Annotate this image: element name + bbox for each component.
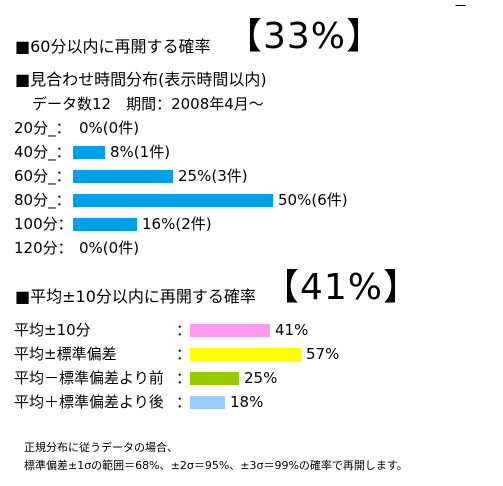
prob-value-label: 25%	[244, 369, 278, 387]
section2-heading: ■見合わせ時間分布(表示時間以内)	[15, 70, 267, 89]
dist-value-label: 0%(0件)	[79, 239, 140, 257]
dist-category-label: 80分_：	[14, 191, 71, 209]
footnote-line2: 標準偏差±1σの範囲＝68%、±2σ＝95%、±3σ＝99%の確率で再開します。	[24, 459, 408, 472]
dist-value-label: 0%(0件)	[79, 119, 140, 137]
prob-bar	[190, 324, 270, 337]
dist-value-label: 16%(2件)	[142, 215, 212, 233]
footnote-line1: 正規分布に従うデータの場合、	[24, 441, 178, 454]
dist-bar	[73, 218, 137, 231]
prob-separator: ：	[176, 321, 192, 339]
dist-bar	[73, 146, 105, 159]
prob-separator: ：	[176, 345, 192, 363]
prob-separator: ：	[176, 393, 192, 411]
prob-separator: ：	[176, 369, 192, 387]
dist-category-label: 120分：	[14, 239, 73, 257]
prob-value-label: 57%	[306, 345, 340, 363]
section1-big-value: 【33%】	[226, 16, 384, 57]
dist-category-label: 100分：	[14, 215, 73, 233]
prob-value-label: 41%	[275, 321, 309, 339]
dist-bar	[73, 170, 173, 183]
dist-category-label: 20分_：	[14, 119, 71, 137]
section3-heading: ■平均±10分以内に再開する確率	[15, 287, 256, 306]
prob-category-label: 平均±10分	[14, 321, 91, 339]
prob-bar	[190, 348, 301, 361]
dist-value-label: 25%(3件)	[178, 167, 248, 185]
prob-bar	[190, 372, 239, 385]
prob-value-label: 18%	[230, 393, 264, 411]
prob-bar	[190, 396, 225, 409]
section1-heading: ■60分以内に再開する確率	[15, 37, 211, 56]
prob-category-label: 平均±標準偏差	[14, 345, 117, 363]
dist-value-label: 50%(6件)	[278, 191, 348, 209]
section3-big-value: 【41%】	[263, 267, 421, 308]
dist-category-label: 60分_：	[14, 167, 71, 185]
dist-category-label: 40分_：	[14, 143, 71, 161]
prob-category-label: 平均＋標準偏差より後	[14, 393, 164, 411]
corner-mark	[455, 0, 469, 6]
dist-bar	[73, 194, 273, 207]
section2-subheading: データ数12 期間：2008年4月～	[32, 95, 264, 113]
prob-category-label: 平均－標準偏差より前	[14, 369, 164, 387]
dist-value-label: 8%(1件)	[110, 143, 171, 161]
